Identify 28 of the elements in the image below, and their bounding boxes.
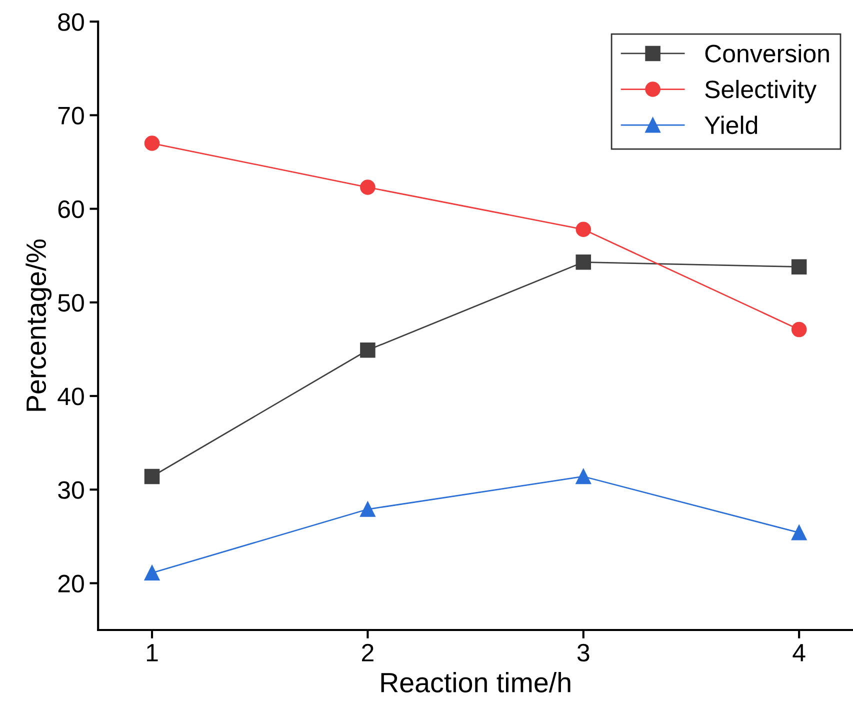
x-tick-label: 2 [362, 644, 374, 662]
point [360, 502, 376, 517]
x-axis-title: Reaction time/h [381, 672, 570, 692]
point [576, 254, 592, 270]
x-tick-label: 3 [577, 644, 590, 662]
x-tick-label: 4 [792, 644, 806, 662]
point [144, 136, 160, 151]
x-tick-label: 1 [146, 644, 158, 662]
legend-label: Conversion [705, 44, 829, 62]
y-tick-label: 40 [58, 388, 84, 406]
point [791, 259, 807, 274]
point [576, 222, 592, 238]
y-tick-label: 30 [58, 481, 84, 499]
y-tick-label: 60 [58, 200, 84, 218]
y-tick-label: 80 [58, 13, 84, 31]
point [144, 565, 160, 581]
y-tick-label: 50 [58, 294, 84, 312]
point [144, 468, 160, 484]
point [791, 322, 807, 338]
legend-label: Yield [704, 116, 758, 134]
legend-label: Selectivity [705, 80, 817, 104]
y-axis-title: Percentage/% [26, 240, 52, 411]
point [360, 180, 376, 195]
y-tick-label: 20 [58, 574, 84, 593]
point [576, 468, 592, 484]
y-tick-label: 70 [58, 106, 84, 125]
point [791, 525, 807, 540]
point [360, 342, 376, 358]
